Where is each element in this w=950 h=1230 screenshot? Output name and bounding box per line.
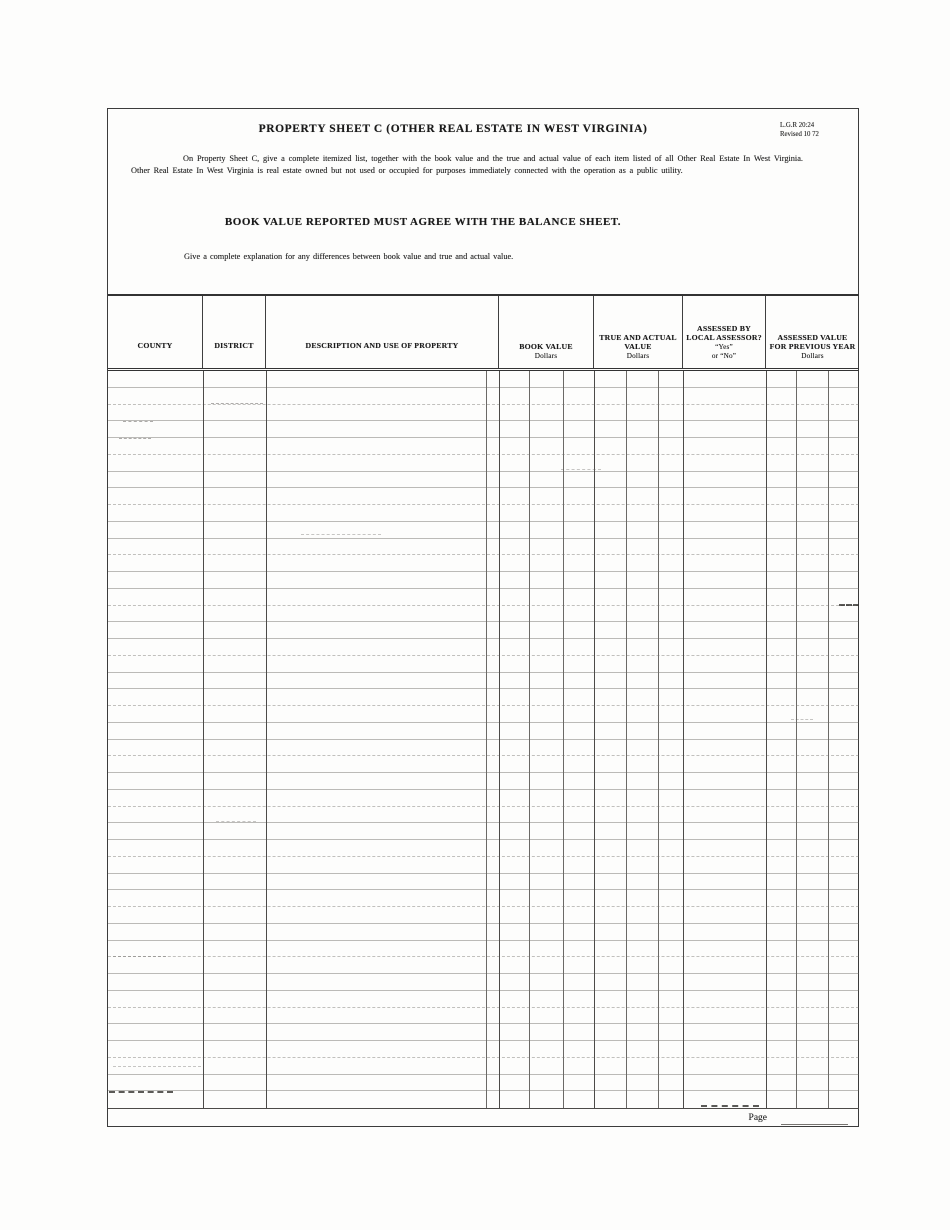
table-row [108, 974, 859, 991]
column-divider [594, 371, 595, 1108]
col-header-county: COUNTY [108, 296, 203, 368]
table-row [108, 1058, 859, 1075]
true-actual-unit: Dollars [626, 352, 650, 360]
table-row [108, 539, 859, 556]
table-row [108, 388, 859, 405]
table-row [108, 756, 859, 773]
scan-artifact [701, 1105, 759, 1107]
table-row [108, 991, 859, 1008]
col-header-true-actual-value: TRUE AND ACTUAL VALUE Dollars [594, 296, 683, 368]
assessed-no-option: or “No” [711, 352, 737, 360]
form-number: L.G.R 20:24 [780, 122, 815, 129]
table-row [108, 405, 859, 422]
table-row [108, 606, 859, 623]
table-row [108, 421, 859, 438]
column-divider [563, 371, 564, 1108]
table-row [108, 941, 859, 958]
col-header-assessed-by-assessor: ASSESSED BY LOCAL ASSESSOR? “Yes” or “No… [683, 296, 766, 368]
table-row [108, 572, 859, 589]
table-row [108, 1041, 859, 1058]
book-value-unit: Dollars [534, 352, 558, 360]
table-row [108, 589, 859, 606]
page-label: Page [748, 1113, 767, 1123]
table-row [108, 807, 859, 824]
table-row [108, 488, 859, 505]
assessed-yes-option: “Yes” [715, 343, 733, 351]
scan-artifact [216, 821, 256, 822]
table-header-row: COUNTY DISTRICT DESCRIPTION AND USE OF P… [108, 296, 859, 371]
table-row [108, 656, 859, 673]
table-row [108, 371, 859, 388]
table-row [108, 689, 859, 706]
table-row [108, 1075, 859, 1092]
scan-artifact [839, 604, 859, 606]
column-divider [203, 371, 204, 1108]
table-row [108, 706, 859, 723]
table-row [108, 924, 859, 941]
col-header-book-value: BOOK VALUE Dollars [499, 296, 594, 368]
column-divider [486, 371, 487, 1108]
table-row [108, 957, 859, 974]
explanation-note: Give a complete explanation for any diff… [184, 252, 514, 261]
col-header-district: DISTRICT [203, 296, 266, 368]
table-row [108, 455, 859, 472]
table-row [108, 773, 859, 790]
column-divider [529, 371, 530, 1108]
column-divider [658, 371, 659, 1108]
table-row [108, 1008, 859, 1025]
table-row [108, 840, 859, 857]
scan-artifact [109, 1091, 173, 1093]
table-row [108, 790, 859, 807]
col-header-description: DESCRIPTION AND USE OF PROPERTY [266, 296, 499, 368]
form-title: PROPERTY SHEET C (OTHER REAL ESTATE IN W… [258, 123, 648, 135]
table-row [108, 555, 859, 572]
scan-artifact [791, 719, 813, 720]
property-table: COUNTY DISTRICT DESCRIPTION AND USE OF P… [108, 294, 859, 1128]
table-row [108, 505, 859, 522]
column-divider [683, 371, 684, 1108]
balance-sheet-notice: BOOK VALUE REPORTED MUST AGREE WITH THE … [224, 216, 622, 228]
scan-artifact [301, 534, 381, 535]
scan-artifact [113, 1066, 201, 1067]
table-row [108, 823, 859, 840]
table-row [108, 723, 859, 740]
scan-artifact [113, 956, 166, 957]
table-row [108, 857, 859, 874]
table-row [108, 472, 859, 489]
table-row [108, 740, 859, 757]
form-revision-date: Revised 10 72 [780, 131, 819, 138]
table-row [108, 438, 859, 455]
col-header-previous-year-value: ASSESSED VALUE FOR PREVIOUS YEAR Dollars [769, 332, 856, 360]
scan-artifact [123, 421, 153, 422]
scan-artifact [211, 403, 263, 404]
column-divider [796, 371, 797, 1108]
table-row [108, 622, 859, 639]
column-divider [499, 371, 500, 1108]
column-divider [626, 371, 627, 1108]
table-row [108, 907, 859, 924]
table-row [108, 673, 859, 690]
scan-artifact [561, 469, 601, 470]
table-row [108, 522, 859, 539]
table-row [108, 874, 859, 891]
previous-year-unit: Dollars [801, 352, 824, 360]
page-number-blank [781, 1124, 848, 1125]
table-row [108, 890, 859, 907]
form-number-block: L.G.R 20:24 Revised 10 72 [780, 121, 850, 139]
form-instructions: On Property Sheet C, give a complete ite… [131, 154, 803, 175]
table-row [108, 1024, 859, 1041]
column-divider [766, 371, 767, 1108]
scan-artifact [119, 438, 151, 439]
table-body [108, 371, 859, 1108]
column-divider [828, 371, 829, 1108]
column-divider [266, 371, 267, 1108]
table-footer: Page [108, 1108, 859, 1130]
table-row [108, 639, 859, 656]
scanned-form-page: PROPERTY SHEET C (OTHER REAL ESTATE IN W… [107, 108, 859, 1127]
